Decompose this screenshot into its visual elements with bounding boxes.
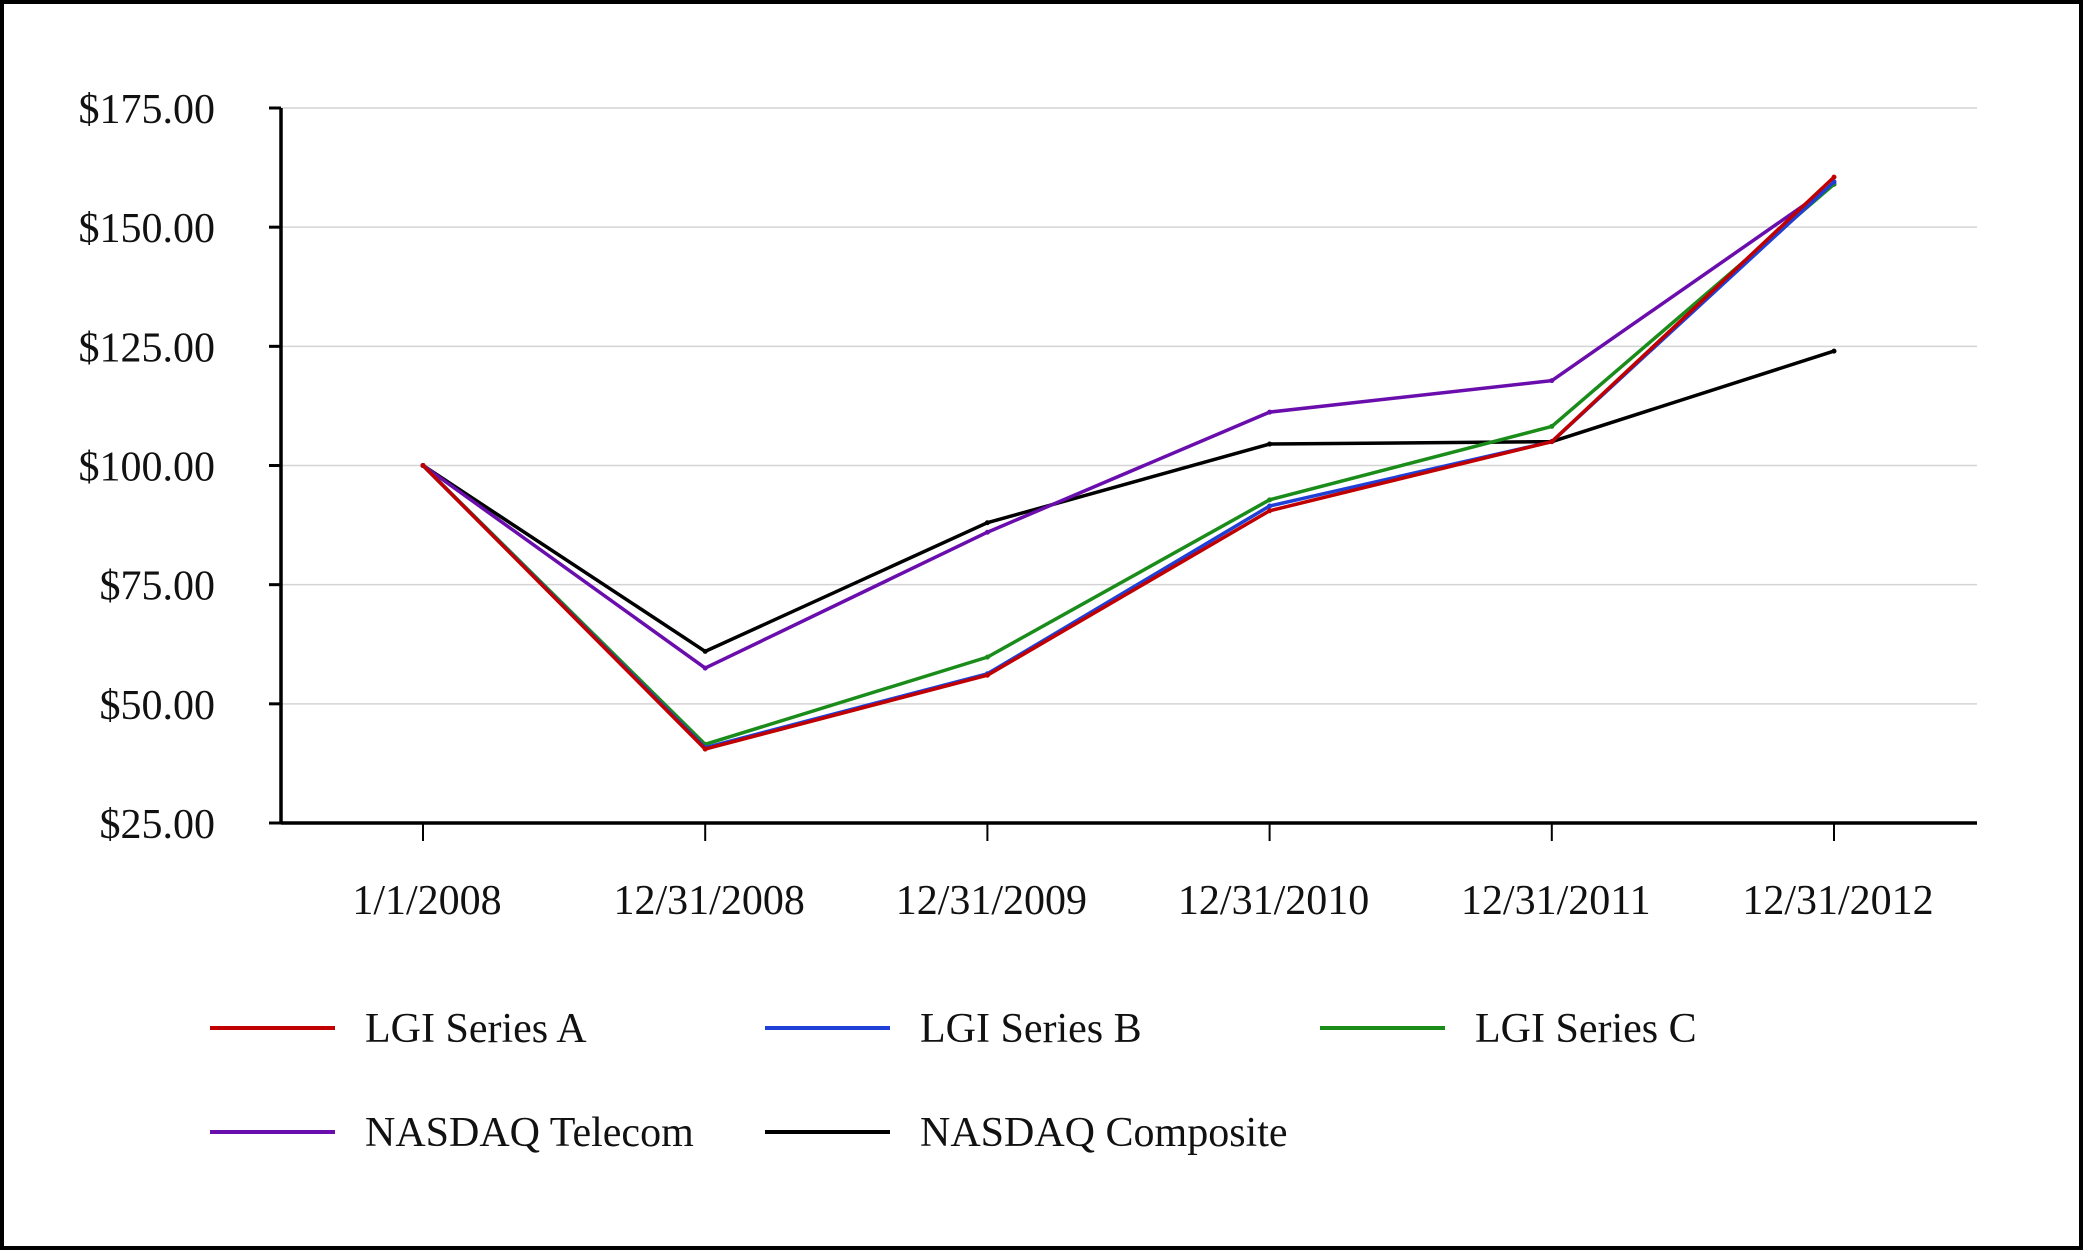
data-point-lgi-series-a bbox=[420, 463, 426, 468]
y-tick-label: $25.00 bbox=[100, 802, 216, 848]
y-tick-label: $175.00 bbox=[79, 87, 216, 133]
data-point-lgi-series-c bbox=[984, 654, 990, 660]
legend-item-lgi-series-a: LGI Series A bbox=[210, 1006, 587, 1052]
legend-item-nasdaq-telecom: NASDAQ Telecom bbox=[210, 1110, 694, 1156]
x-tick-label: 12/31/2008 bbox=[614, 878, 805, 924]
series-line-lgi-series-a bbox=[421, 175, 1836, 751]
data-point-nasdaq-composite bbox=[702, 648, 708, 654]
data-point-lgi-series-c bbox=[1549, 423, 1555, 429]
series-line-lgi-series-c bbox=[421, 182, 1836, 747]
data-point-nasdaq-telecom bbox=[1549, 378, 1555, 384]
y-tick-label: $100.00 bbox=[79, 445, 216, 491]
series-line-nasdaq-telecom bbox=[421, 182, 1835, 670]
legend-label: LGI Series A bbox=[365, 1006, 587, 1052]
legend: LGI Series A LGI Series B LGI Series C NASD… bbox=[210, 1006, 1697, 1156]
legend-item-nasdaq-composite: NASDAQ Composite bbox=[765, 1110, 1288, 1156]
data-point-nasdaq-composite bbox=[1267, 441, 1273, 447]
legend-item-lgi-series-b: LGI Series B bbox=[765, 1006, 1142, 1052]
x-tick-label: 12/31/2009 bbox=[896, 878, 1087, 924]
x-tick-label: 12/31/2011 bbox=[1461, 878, 1651, 924]
gridlines bbox=[281, 107, 1977, 705]
series-line-nasdaq-composite bbox=[422, 349, 1835, 654]
y-tick-label: $75.00 bbox=[100, 564, 216, 610]
data-point-lgi-series-b bbox=[1267, 503, 1273, 509]
legend-label: LGI Series C bbox=[1475, 1006, 1697, 1052]
legend-label: LGI Series B bbox=[920, 1006, 1142, 1052]
data-point-lgi-series-a bbox=[984, 672, 990, 678]
series-lines bbox=[420, 174, 1837, 752]
data-point-nasdaq-telecom bbox=[984, 529, 990, 535]
x-tick-label: 12/31/2012 bbox=[1742, 878, 1933, 924]
y-tick-label: $50.00 bbox=[100, 683, 216, 729]
data-point-nasdaq-telecom bbox=[702, 665, 708, 671]
y-tick-label: $150.00 bbox=[79, 206, 216, 252]
x-tick-label: 1/1/2008 bbox=[352, 878, 501, 924]
data-point-lgi-series-c bbox=[1267, 497, 1273, 503]
data-point-nasdaq-composite bbox=[984, 520, 990, 526]
data-point-lgi-series-a bbox=[702, 746, 708, 752]
axes: $25.00 $50.00 $75.00 $100.00 $125.00 $150.00 $… bbox=[79, 87, 1977, 924]
y-tick-label: $125.00 bbox=[79, 325, 216, 371]
legend-item-lgi-series-c: LGI Series C bbox=[1320, 1006, 1697, 1052]
data-point-lgi-series-a bbox=[1831, 174, 1837, 180]
x-tick-label: 12/31/2010 bbox=[1178, 878, 1369, 924]
data-point-lgi-series-a bbox=[1549, 439, 1555, 445]
legend-label: NASDAQ Telecom bbox=[365, 1110, 694, 1156]
data-point-nasdaq-telecom bbox=[1267, 409, 1273, 415]
data-point-lgi-series-a bbox=[1267, 508, 1273, 514]
legend-label: NASDAQ Composite bbox=[920, 1110, 1288, 1156]
data-point-nasdaq-composite bbox=[1831, 348, 1837, 354]
